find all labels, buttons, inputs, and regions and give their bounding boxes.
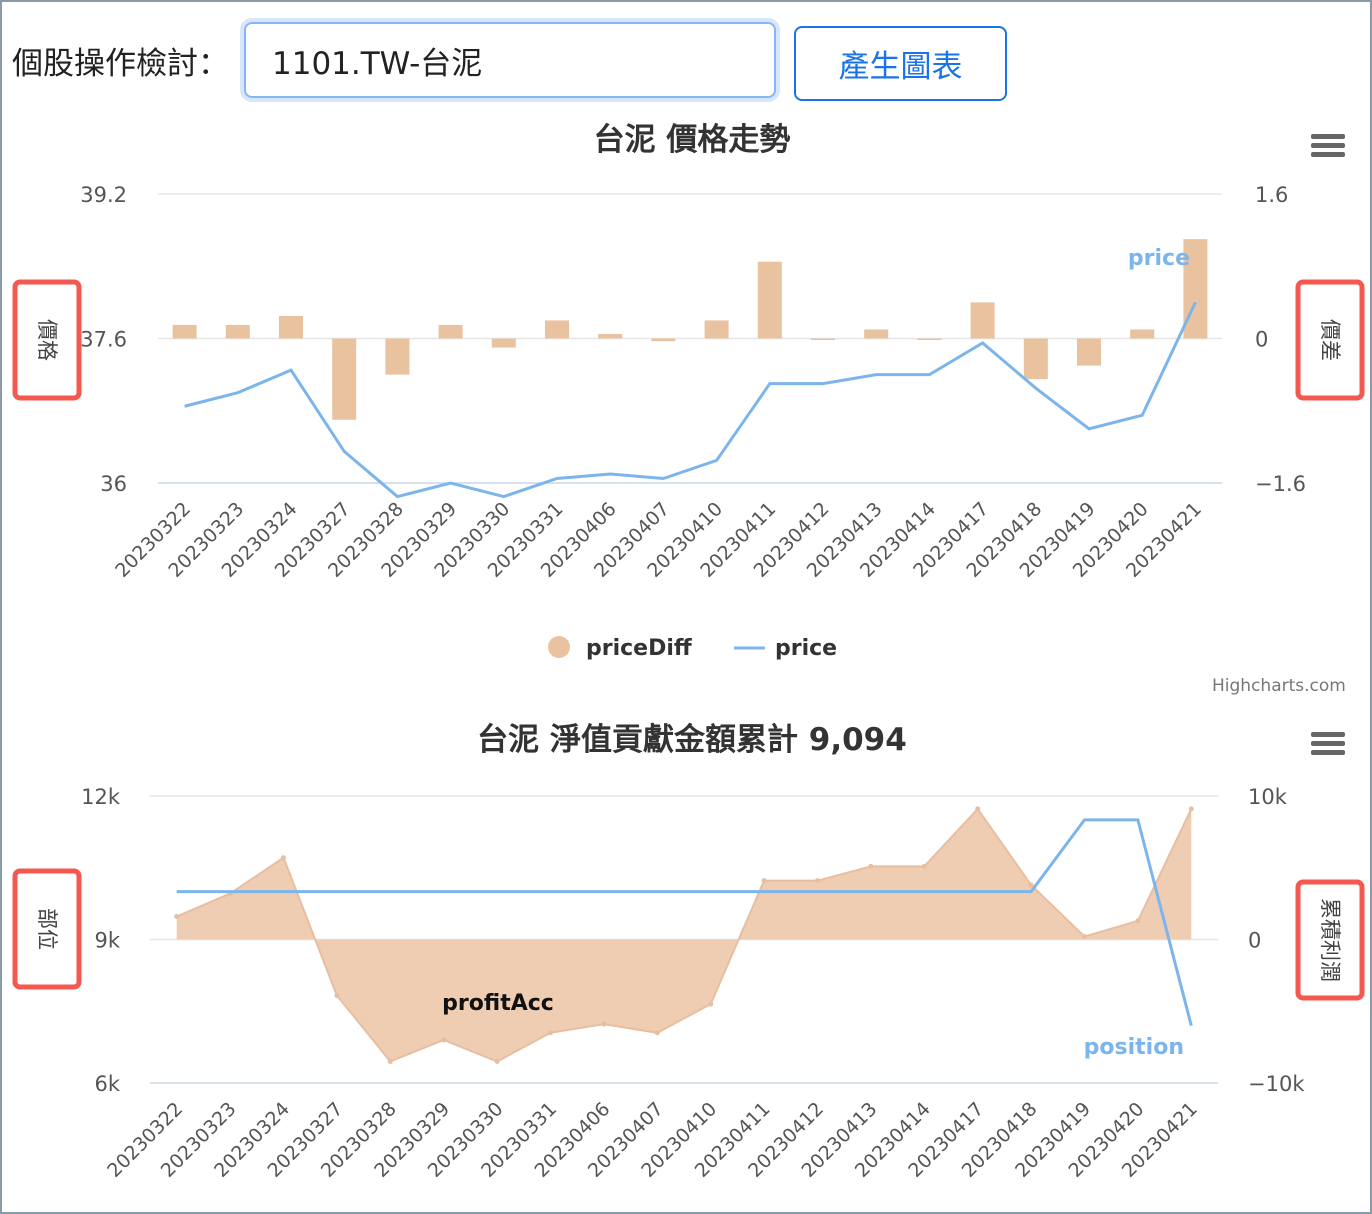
highcharts-credit[interactable]: Highcharts.com [1212, 676, 1346, 696]
generate-chart-button[interactable]: 產生圖表 [794, 26, 1007, 101]
profit-acc-point [1135, 918, 1141, 924]
y-left-tick: 9k [94, 929, 120, 953]
legend: priceDiff price [548, 636, 837, 661]
chart-title: 台泥 價格走勢 [594, 122, 791, 158]
y-right-tick: 1.6 [1255, 183, 1288, 207]
y-axis-left-title-group: 價格 [12, 279, 82, 401]
price-diff-bar [279, 315, 303, 339]
price-diff-bar [332, 338, 357, 420]
price-diff-bar [704, 320, 729, 339]
profit-acc-point [815, 878, 820, 884]
chart-title: 台泥 淨值貢獻金額累計 9,094 [477, 722, 907, 758]
profit-acc-point [441, 1037, 447, 1043]
y-axis-right-title-group: 價差 [1295, 279, 1365, 401]
menu-bar [1311, 732, 1345, 737]
position-line [176, 818, 1193, 1026]
chart-menu-icon[interactable] [1311, 732, 1345, 755]
menu-bar [1311, 741, 1345, 746]
price-diff-bar [811, 338, 835, 340]
chart-menu-icon[interactable] [1311, 134, 1345, 157]
profit-acc-point [921, 863, 927, 869]
price-diff-bar [438, 324, 463, 339]
toolbar-label: 個股操作檢討： [12, 46, 229, 82]
legend-symbol-pricediff [548, 636, 570, 658]
price-diff-bar [385, 338, 410, 375]
profit-acc-point [601, 1021, 607, 1027]
y-axis-right-title: 累積利潤 [1318, 898, 1342, 982]
legend-item-pricediff[interactable]: priceDiff [548, 636, 693, 661]
y-left-tick: 6k [94, 1072, 120, 1096]
price-line [184, 301, 1197, 499]
y-right-tick: 10k [1248, 785, 1288, 809]
profit-acc-point [975, 806, 981, 812]
y-axis-right-title: 價差 [1318, 319, 1342, 361]
y-right-tick: −10k [1248, 1072, 1305, 1096]
y-left-tick: 39.2 [80, 183, 127, 207]
profit-chart: 台泥 淨值貢獻金額累計 9,094 12k 10k 9k 0 6k −10k 部位 累積利潤 pr… [12, 722, 1365, 1182]
price-diff-bar [917, 338, 942, 340]
legend-item-price[interactable]: price [734, 636, 837, 661]
y-right-tick: −1.6 [1255, 472, 1306, 496]
y-axis-right-title-group: 累積利潤 [1295, 879, 1365, 1001]
profit-acc-point [281, 855, 286, 861]
legend-label-price: price [775, 636, 837, 661]
position-label: position [1084, 1035, 1184, 1060]
y-left-tick: 12k [81, 785, 121, 809]
profit-acc-label: profitAcc [442, 991, 554, 1016]
profit-acc-point [494, 1058, 500, 1064]
price-diff-bar [970, 302, 995, 339]
menu-bar [1311, 750, 1345, 755]
y-axis-right-title-highlight [1295, 279, 1365, 401]
profit-acc-point [548, 1030, 553, 1036]
price-diff-bar [757, 261, 782, 339]
profit-acc-line [176, 807, 1193, 1063]
price-diff-bar [864, 329, 889, 339]
stock-input[interactable] [244, 22, 776, 98]
price-diff-bar [545, 320, 569, 339]
y-axis-left-title-highlight [12, 868, 82, 990]
price-diff-bar [1130, 329, 1155, 339]
profit-acc-point [387, 1058, 393, 1064]
menu-bar [1311, 143, 1345, 148]
price-line-label: price [1128, 246, 1190, 271]
price-diff-bar [172, 324, 197, 339]
price-diff-bar [225, 324, 250, 339]
profit-acc-point [1028, 882, 1034, 888]
menu-bar [1311, 134, 1345, 139]
y-axis-left-title: 價格 [35, 319, 59, 361]
profit-acc-point [868, 863, 874, 869]
y-left-tick: 37.6 [80, 328, 127, 352]
profit-acc-point [334, 992, 340, 998]
profit-acc-area [176, 808, 1192, 1062]
menu-bar [1311, 152, 1345, 157]
price-diff-bar [1077, 338, 1101, 366]
y-axis-left-title-highlight [12, 279, 82, 401]
y-axis-left-title-group: 部位 [12, 868, 82, 990]
price-diff-bar [1023, 338, 1048, 380]
y-right-tick: 0 [1255, 328, 1268, 352]
profit-acc-point [1188, 806, 1194, 812]
y-axis-left-title: 部位 [35, 908, 59, 950]
price-diff-bar [651, 338, 676, 342]
y-right-tick: 0 [1248, 929, 1261, 953]
profit-acc-point [174, 914, 180, 920]
profit-acc-point [708, 1001, 714, 1007]
legend-label-pricediff: priceDiff [586, 636, 693, 661]
profit-acc-point [654, 1030, 660, 1036]
y-left-tick: 36 [100, 472, 127, 496]
price-diff-bar [598, 333, 623, 339]
profit-acc-point [761, 878, 767, 884]
price-diff-bar [491, 338, 516, 348]
y-axis-right-title-highlight [1295, 879, 1365, 1001]
profit-acc-point [1082, 934, 1087, 940]
